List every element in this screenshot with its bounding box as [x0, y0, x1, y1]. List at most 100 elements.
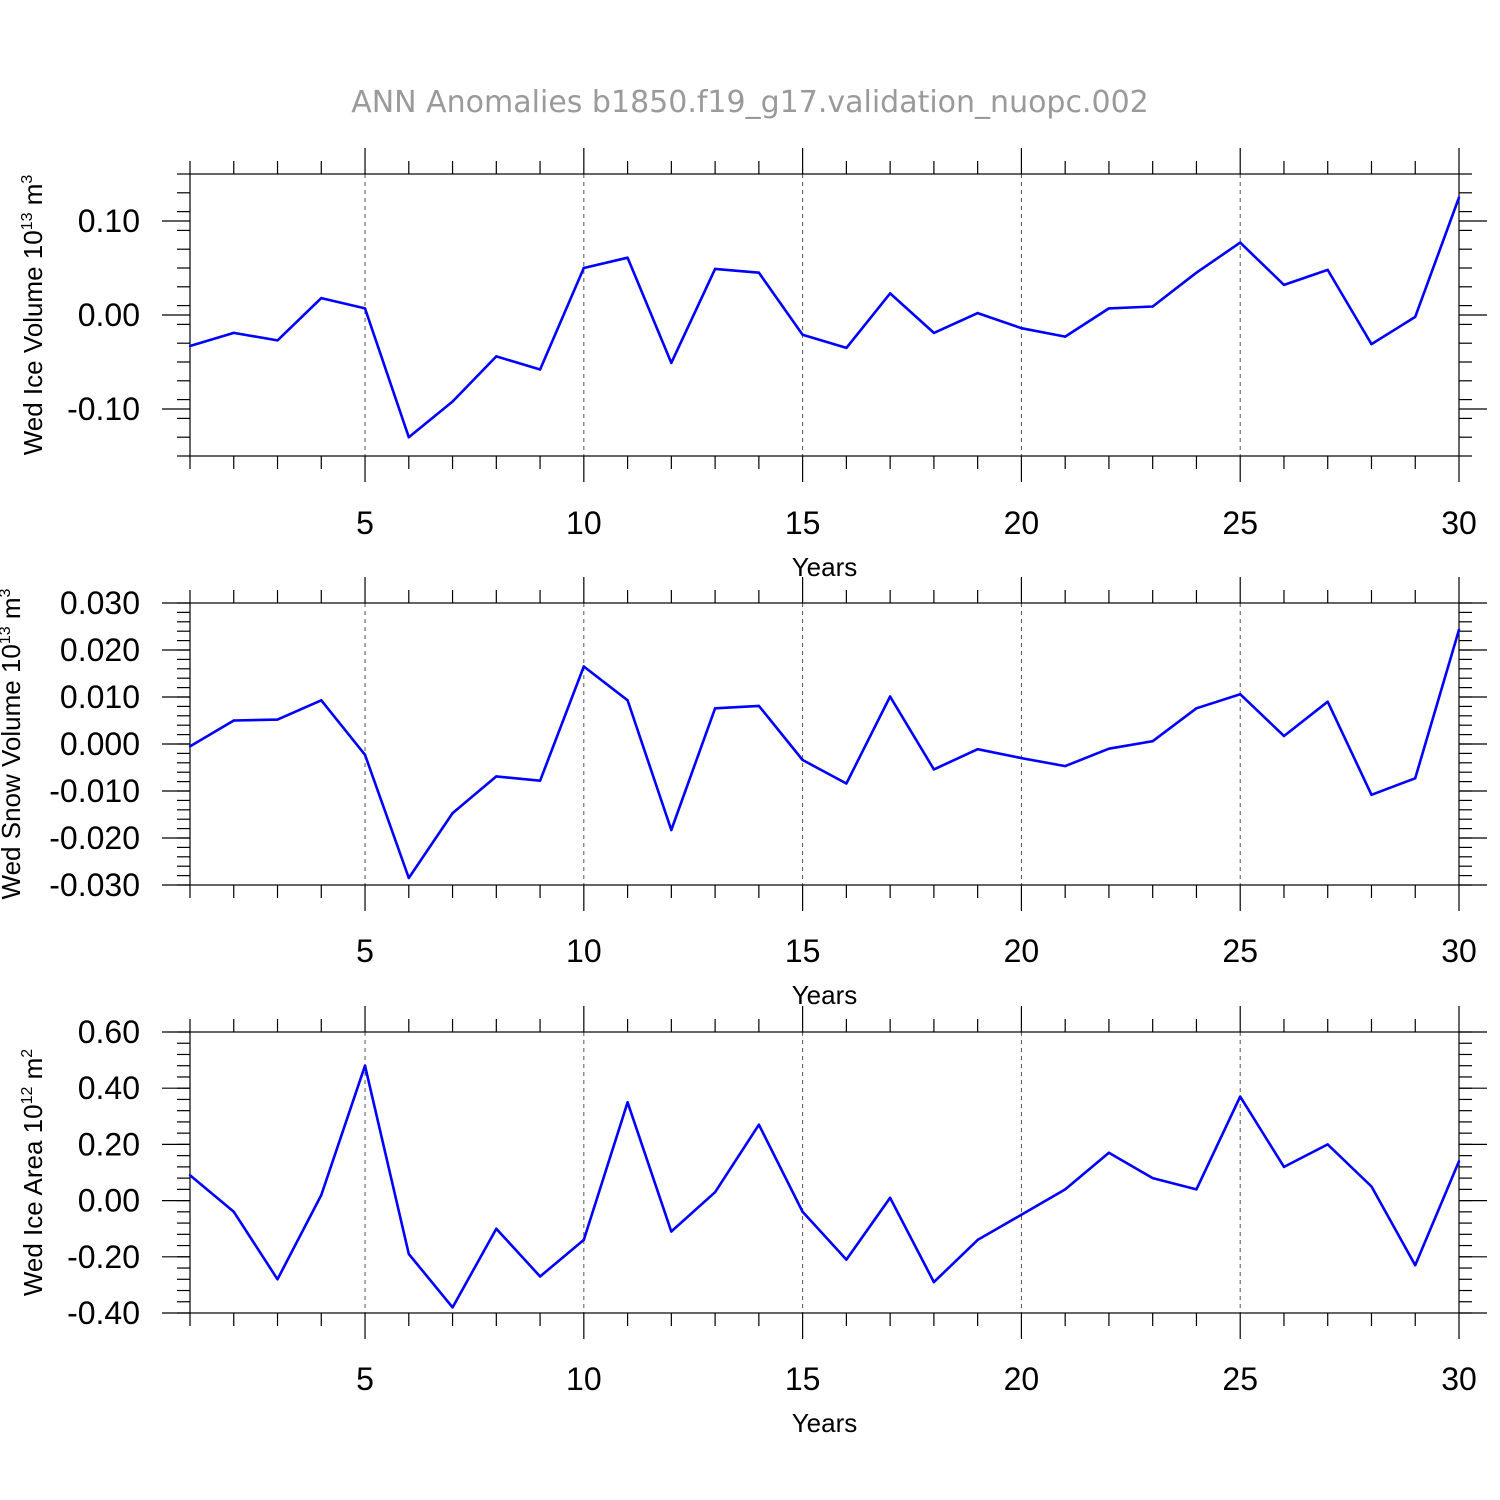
data-point: [538, 1275, 542, 1278]
x-tick-label: 10: [566, 933, 602, 969]
x-tick-label: 10: [566, 1361, 602, 1397]
data-point: [407, 436, 410, 439]
data-point: [1020, 326, 1023, 330]
data-point: [320, 699, 323, 702]
x-tick-label: 25: [1222, 933, 1258, 969]
data-point: [888, 1196, 892, 1199]
data-point: [1326, 700, 1329, 703]
data-point: [495, 775, 498, 778]
chart-panel-2: -0.030 -0.020 -0.010 0.000 0.010 0.020 0.030 5 1…: [0, 577, 1487, 1010]
data-point: [670, 828, 673, 832]
y-tick-label: 0.030: [60, 585, 140, 621]
x-axis-title: Years: [792, 980, 858, 1010]
plot-frame: [189, 1031, 1460, 1314]
data-point: [801, 333, 804, 336]
data-point: [888, 695, 892, 698]
data-point: [713, 707, 717, 710]
data-point: [232, 331, 235, 335]
plot-frame: [189, 602, 1460, 886]
data-point: [407, 1252, 410, 1256]
y-tick-label: 0.00: [78, 297, 140, 333]
data-point: [757, 271, 761, 274]
y-tick-label: -0.030: [49, 867, 140, 903]
data-point: [757, 1123, 761, 1126]
data-point: [1107, 307, 1111, 310]
data-point: [407, 876, 410, 880]
data-point: [932, 1280, 936, 1284]
data-point: [1107, 1151, 1111, 1155]
x-tick-label: 5: [356, 933, 374, 969]
y-tick-label: 0.20: [78, 1126, 140, 1162]
data-point: [1195, 1188, 1198, 1191]
x-tick-label: 25: [1222, 1361, 1258, 1397]
y-axis-title: Wed Ice Area 1012 m2: [18, 1049, 48, 1296]
data-point: [538, 779, 542, 782]
x-tick-label: 10: [566, 505, 602, 541]
data-point: [845, 1258, 848, 1261]
data-point: [495, 1227, 498, 1230]
x-tick-label: 30: [1441, 1361, 1477, 1397]
y-tick-label: 0.000: [60, 726, 140, 762]
x-tick-label: 5: [356, 1361, 374, 1397]
y-tick-label: -0.10: [67, 391, 140, 427]
data-point: [363, 753, 367, 757]
data-point: [1457, 1160, 1461, 1163]
plot-frame: [189, 173, 1460, 457]
data-point: [1239, 241, 1242, 244]
y-tick-label: -0.40: [67, 1295, 140, 1331]
data-point: [626, 256, 629, 259]
data-point: [1326, 1143, 1329, 1146]
y-axis-title: Wed Ice Volume 1013 m3: [18, 175, 48, 456]
data-point: [1414, 315, 1417, 319]
x-tick-label: 30: [1441, 505, 1477, 541]
y-tick-label: 0.10: [78, 203, 140, 239]
data-point: [932, 331, 936, 335]
data-point: [670, 361, 673, 365]
data-point: [1326, 268, 1329, 272]
y-tick-label: 0.00: [78, 1183, 140, 1219]
y-tick-label: -0.20: [67, 1239, 140, 1275]
data-point: [582, 665, 586, 668]
data-point: [276, 718, 279, 721]
data-point: [1282, 283, 1286, 287]
data-point: [1063, 335, 1067, 338]
y-tick-label: 0.020: [60, 632, 140, 668]
data-point: [451, 1306, 454, 1309]
data-point: [976, 747, 979, 751]
data-point: [320, 296, 323, 300]
data-point: [1457, 628, 1461, 631]
x-tick-label: 15: [785, 505, 821, 541]
chart-panel-1: -0.10 0.00 0.10 5 10 15 20 25 30 Years Wed Ice Vol…: [18, 148, 1487, 582]
data-point: [1370, 342, 1373, 346]
data-point: [976, 311, 979, 315]
data-point: [451, 811, 454, 815]
data-point: [1282, 734, 1286, 738]
data-point: [1020, 1213, 1023, 1216]
x-tick-label: 20: [1004, 505, 1040, 541]
x-tick-label: 30: [1441, 933, 1477, 969]
data-point: [188, 745, 192, 748]
data-point: [495, 355, 498, 358]
x-tick-label: 25: [1222, 505, 1258, 541]
data-point: [363, 307, 367, 310]
data-point: [1239, 692, 1242, 696]
data-point: [1020, 756, 1023, 760]
data-point: [1414, 1264, 1417, 1267]
data-point: [538, 368, 542, 371]
x-axis-title: Years: [792, 552, 858, 582]
data-point: [626, 1101, 629, 1104]
data-point: [1151, 305, 1154, 308]
y-tick-label: 0.40: [78, 1070, 140, 1106]
x-tick-label: 15: [785, 1361, 821, 1397]
data-point: [1282, 1165, 1286, 1169]
y-tick-label: -0.020: [49, 820, 140, 856]
data-point: [276, 339, 279, 342]
series-line: [189, 629, 1461, 880]
data-point: [713, 267, 717, 271]
data-point: [1195, 271, 1198, 274]
y-axis-title: Wed Snow Volume 1013 m3: [0, 588, 26, 899]
data-point: [232, 1210, 235, 1214]
data-point: [1370, 793, 1373, 796]
data-point: [845, 782, 848, 785]
data-point: [932, 768, 936, 771]
